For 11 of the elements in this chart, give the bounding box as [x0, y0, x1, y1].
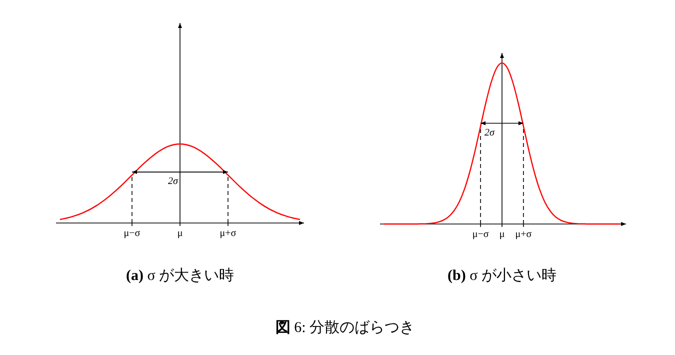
x-tick-label: μ−σ [124, 228, 141, 239]
annotation: 2σ [484, 127, 496, 138]
x-tick-label: μ [177, 228, 183, 239]
x-tick-label: μ [499, 229, 505, 240]
annotation: 2σ [168, 176, 179, 188]
x-tick-label: μ+σ [220, 228, 237, 239]
text: (b) σ が小さい時 [448, 267, 556, 284]
x-tick-label: μ−σ [472, 229, 490, 240]
x-tick-label: μ+σ [515, 229, 532, 240]
text: (a) σ が大きい時 [126, 267, 234, 284]
caption: 図 6: 分散のばらつき [275, 319, 415, 336]
